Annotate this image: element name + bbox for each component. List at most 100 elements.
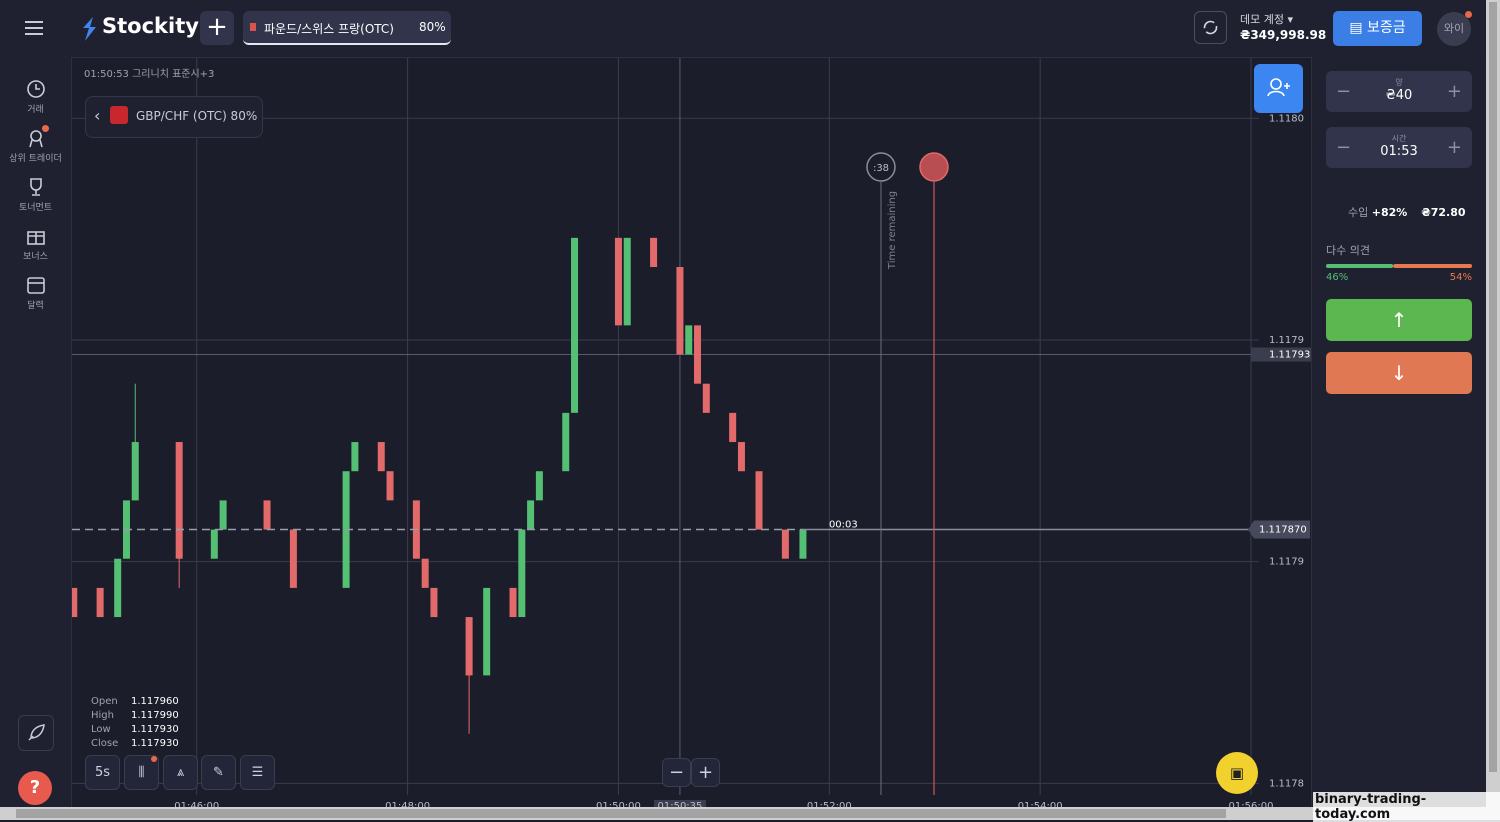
amount-minus[interactable]: − [1336, 81, 1352, 102]
sidebar-item[interactable]: 달력 [0, 275, 71, 311]
income-row: 수입 +82% ₴72.80 [1348, 204, 1466, 220]
call-button[interactable]: ↑ [1326, 299, 1472, 341]
watermark: binary-trading-today.com [1313, 792, 1500, 822]
candle-body [650, 237, 658, 268]
rocket-button[interactable] [18, 715, 54, 751]
rocket-icon [28, 724, 45, 741]
flag-icon [110, 106, 128, 124]
vertical-scrollbar[interactable] [1486, 0, 1500, 807]
x-tick-label: 01:48:00 [385, 801, 430, 812]
income-pct: +82% [1371, 206, 1408, 219]
layout-button[interactable]: ☰ [240, 755, 275, 790]
menu-button[interactable] [25, 20, 45, 36]
scroll-thumb[interactable] [16, 809, 1226, 818]
zoom-in-button[interactable]: + [691, 758, 720, 787]
x-tick-label: 01:50:00 [596, 801, 641, 812]
account-type-label: 데모 계정 [1240, 13, 1284, 26]
amount-label: 양 [1395, 78, 1403, 87]
sidebar-item[interactable]: 토너먼트 [0, 177, 71, 213]
countdown-circle [866, 152, 896, 182]
x-tick-label: 01:54:00 [1018, 801, 1063, 812]
candle-body [219, 500, 227, 530]
time-minus[interactable]: − [1336, 137, 1352, 158]
candle-body [676, 267, 684, 355]
time-plus[interactable]: + [1446, 137, 1462, 158]
last-price: 1.117870 [1259, 525, 1307, 536]
add-tab-button[interactable]: + [200, 11, 234, 45]
notification-dot [1465, 11, 1472, 18]
candle-body [289, 529, 297, 588]
candle-body [694, 325, 702, 384]
deposit-button[interactable]: ▤ 보증금 [1333, 11, 1422, 46]
help-button[interactable]: ? [18, 771, 52, 805]
candle-body [509, 587, 517, 618]
swap-account-button[interactable] [1194, 11, 1227, 44]
notification-dot [151, 756, 157, 762]
candle-body [571, 237, 579, 413]
indicators-button[interactable]: ⩓ [163, 755, 198, 790]
trophy-icon [29, 178, 42, 196]
social-button[interactable] [1254, 64, 1303, 113]
chart-background [72, 57, 1311, 807]
swap-icon [1203, 20, 1218, 35]
sentiment-down-bar [1393, 264, 1472, 268]
ohlc-label: Low [91, 724, 111, 735]
income-label: 수입 [1348, 206, 1369, 219]
time-value: 01:53 [1380, 144, 1418, 159]
put-button[interactable]: ↓ [1326, 352, 1472, 394]
x-tick-label: 01:46:00 [174, 801, 219, 812]
candle-body [527, 500, 535, 530]
y-tick-label: 1.1179 [1269, 557, 1304, 568]
y-tick-label: 1.1178 [1269, 778, 1304, 789]
candle-timer: 00:03 [829, 520, 858, 531]
candle-body [729, 412, 737, 443]
sidebar-label: 거래 [27, 105, 44, 115]
candle-body [421, 558, 429, 588]
candle-body [518, 529, 526, 618]
amount-input[interactable]: − + 양 ₴40 [1326, 71, 1472, 112]
sidebar-item[interactable]: 거래 [0, 79, 71, 115]
zoom-out-button[interactable]: − [662, 758, 691, 787]
gift-icon [26, 231, 45, 245]
horizontal-scrollbar[interactable] [0, 807, 1500, 820]
crosshair-price-tag [1251, 347, 1311, 362]
traders-icon [28, 130, 43, 148]
sentiment-up-bar [1326, 264, 1394, 268]
draw-button[interactable]: ✎ [201, 755, 236, 790]
timeframe-button[interactable]: 5s [85, 755, 120, 790]
sentiment-label: 다수 의견 [1326, 244, 1370, 257]
sidebar-label: 토너먼트 [18, 203, 53, 213]
sidebar-label: 상위 트레이더 [9, 154, 62, 164]
account-type[interactable]: 데모 계정 ▾ [1240, 13, 1294, 26]
ohlc-label: High [91, 710, 114, 721]
avatar[interactable]: 와이 [1437, 12, 1471, 46]
scroll-thumb[interactable] [1489, 2, 1497, 772]
deposit-label: 보증금 [1367, 20, 1406, 36]
asset-tab[interactable]: 파운드/스위스 프랑(OTC) 80% [243, 11, 451, 45]
crosshair-time: 01:50:35 [657, 801, 702, 812]
sentiment-down: 54% [1449, 272, 1472, 283]
candle-body [702, 383, 710, 413]
asset-selector[interactable]: ‹ GBP/CHF (OTC) 80% [85, 96, 263, 138]
time-label: 시간 [1391, 134, 1407, 143]
tab-payout: 80% [419, 20, 446, 34]
expiry-circle [919, 152, 949, 182]
user-plus-icon [1267, 78, 1290, 97]
balance: ₴349,998.98 [1240, 28, 1327, 42]
sidebar-item[interactable]: 상위 트레이더 [0, 128, 71, 164]
logo[interactable]: Stockity [102, 14, 199, 38]
candle-body [781, 529, 789, 559]
time-input[interactable]: − + 시간 01:53 [1326, 127, 1472, 168]
sidebar-item[interactable]: 보너스 [0, 226, 71, 262]
candle-body [70, 587, 78, 618]
candle-body [377, 442, 385, 472]
calendar-fab[interactable]: ▣ [1216, 752, 1258, 794]
amount-plus[interactable]: + [1446, 81, 1462, 102]
y-tick-label: 1.1180 [1269, 113, 1304, 124]
candle-body [535, 471, 543, 501]
countdown-caption: Time remaining [887, 191, 898, 270]
notification-dot [42, 125, 49, 132]
flag-icon [250, 23, 256, 31]
candle-body [465, 617, 473, 676]
